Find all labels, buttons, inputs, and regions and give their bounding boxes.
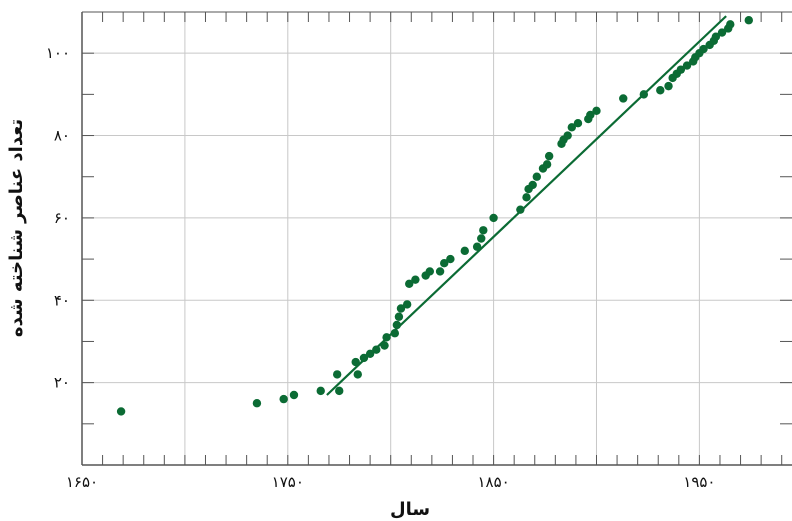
data-point	[472, 242, 482, 251]
y-tick-label: ۲۰	[54, 374, 70, 392]
data-point	[252, 399, 262, 408]
data-point	[532, 172, 542, 181]
data-point	[717, 28, 727, 37]
data-point	[279, 394, 288, 404]
y-tick-label: ۴۰	[54, 291, 70, 309]
data-point	[664, 81, 673, 91]
data-point	[380, 341, 389, 350]
data-point	[335, 386, 344, 396]
chart-tick-labels: ۱۶۵۰ ۱۷۵۰ ۱۸۵۰ ۱۹۵۰ ۲۰ ۴۰ ۶۰ ۸۰ ۱۰۰	[46, 44, 716, 491]
data-point	[440, 259, 449, 268]
data-point	[289, 390, 299, 400]
data-point	[639, 90, 649, 99]
data-point	[563, 131, 572, 140]
data-point	[365, 349, 375, 359]
chart-ticks	[82, 11, 792, 465]
data-point	[332, 370, 342, 379]
data-point	[567, 123, 576, 132]
data-point	[676, 65, 686, 74]
y-tick-label: ۸۰	[54, 127, 70, 145]
data-point	[516, 205, 525, 214]
data-point	[592, 106, 601, 116]
data-point	[479, 226, 488, 235]
data-point	[405, 279, 414, 288]
x-tick-label: ۱۷۵۰	[272, 473, 304, 491]
data-point	[656, 86, 665, 95]
data-point	[116, 407, 126, 416]
data-point	[744, 16, 753, 25]
data-point	[382, 333, 391, 342]
data-point	[316, 386, 325, 396]
data-point	[394, 312, 404, 321]
data-point	[528, 180, 537, 190]
data-point	[573, 118, 583, 128]
data-point	[390, 329, 400, 338]
data-point	[402, 300, 412, 309]
x-tick-label: ۱۶۵۰	[66, 473, 98, 491]
y-tick-label: ۶۰	[54, 209, 70, 227]
data-point	[353, 370, 362, 379]
data-point	[425, 267, 434, 276]
data-point	[435, 267, 445, 276]
x-axis-title: سال	[390, 499, 430, 520]
data-point	[726, 20, 735, 29]
chart-points	[116, 16, 753, 416]
data-point	[477, 234, 486, 243]
chart-grid	[82, 12, 792, 465]
data-point	[542, 160, 552, 169]
data-point	[699, 44, 708, 54]
data-point	[619, 94, 628, 103]
data-point	[446, 254, 455, 264]
y-tick-label: ۱۰۰	[46, 44, 70, 62]
data-point	[544, 151, 554, 161]
data-point	[372, 345, 381, 354]
data-point	[489, 213, 498, 223]
data-point	[392, 320, 402, 330]
data-point	[586, 110, 595, 120]
data-point	[711, 32, 721, 41]
data-point	[522, 193, 531, 202]
chart-axes	[81, 11, 792, 466]
data-point	[460, 246, 469, 256]
data-point	[359, 353, 369, 363]
data-point	[682, 61, 692, 70]
y-axis-title: تعداد عناصر شناخته شده	[6, 119, 27, 337]
data-point	[411, 275, 420, 284]
x-tick-label: ۱۸۵۰	[477, 473, 509, 491]
data-point	[396, 304, 406, 313]
data-point	[351, 357, 360, 367]
x-tick-label: ۱۹۵۰	[683, 473, 715, 491]
